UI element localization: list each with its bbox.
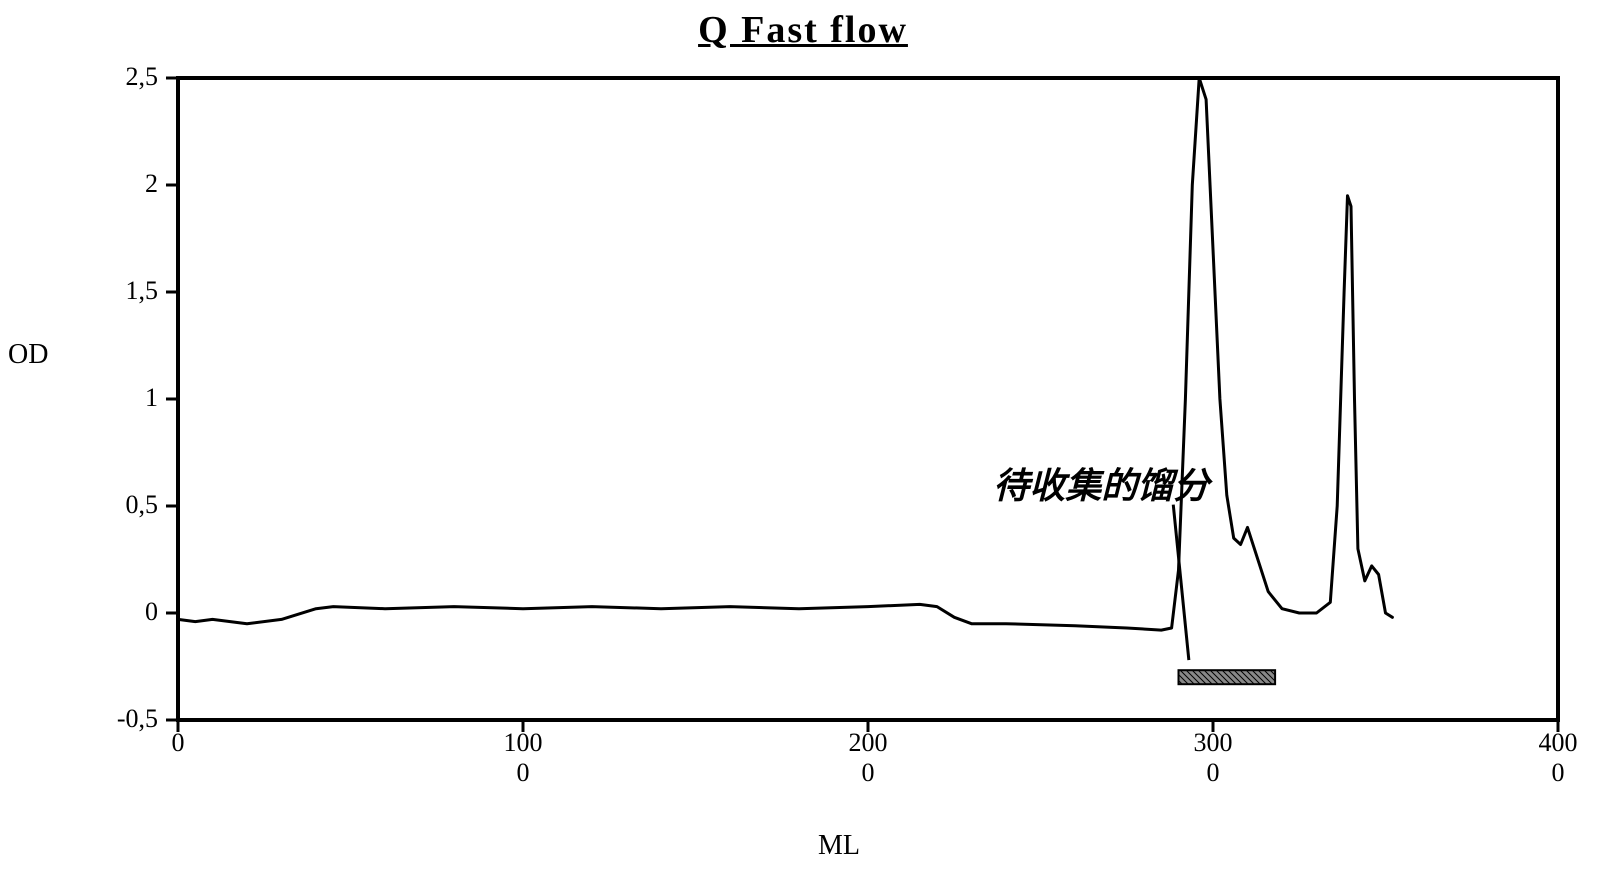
tick-label: 2 (145, 169, 158, 199)
tick-label: 200 (849, 728, 888, 758)
tick-label: 0 (145, 597, 158, 627)
tick-label: 300 (1194, 728, 1233, 758)
tick-label: 0,5 (126, 490, 159, 520)
tick-label: 1 (145, 383, 158, 413)
chart-page: Q Fast flow OD ML 待收集的馏分 -0,500,511,522,… (0, 0, 1606, 884)
tick-label: 0 (1207, 758, 1220, 788)
tick-label: 0 (1552, 758, 1565, 788)
tick-label: 0 (862, 758, 875, 788)
chromatogram-plot (0, 0, 1606, 884)
tick-label: 400 (1539, 728, 1578, 758)
tick-label: 0 (517, 758, 530, 788)
tick-label: -0,5 (117, 704, 158, 734)
tick-label: 1,5 (126, 276, 159, 306)
tick-label: 0 (172, 728, 185, 758)
tick-label: 2,5 (126, 62, 159, 92)
tick-label: 100 (504, 728, 543, 758)
